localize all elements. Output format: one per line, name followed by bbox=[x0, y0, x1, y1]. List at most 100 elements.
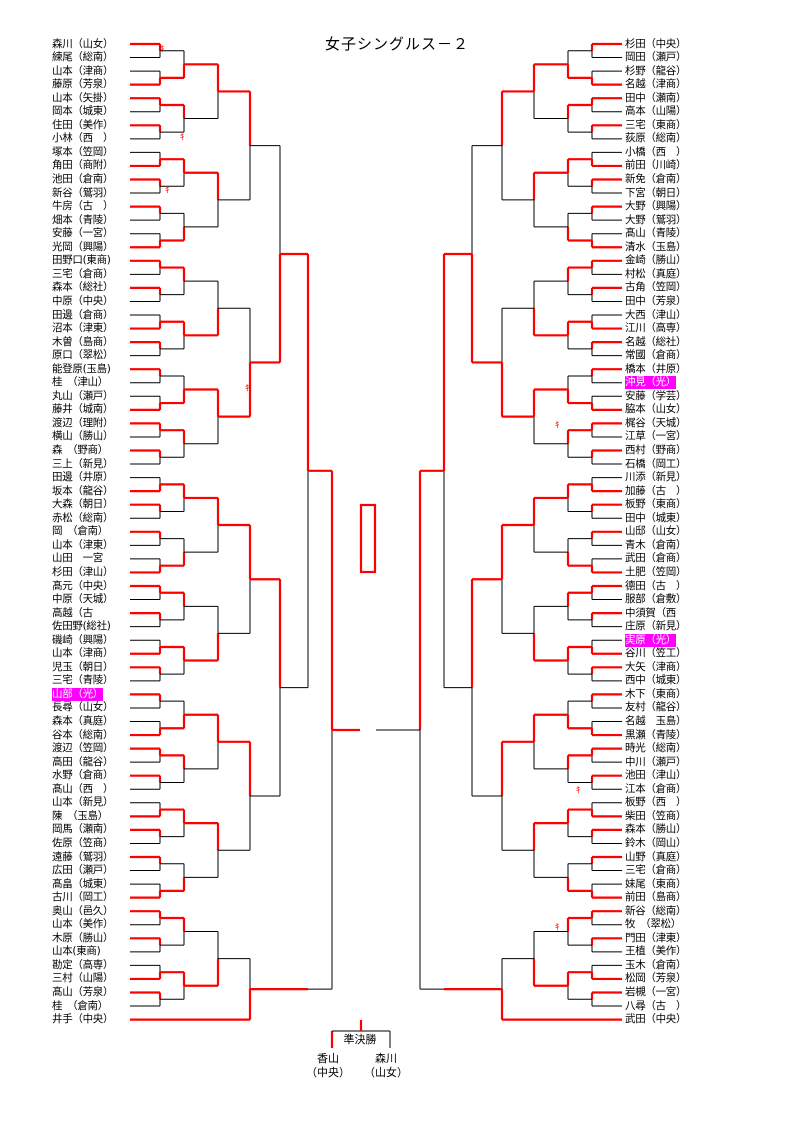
left-player-28: 藤井（城南） bbox=[52, 403, 114, 416]
right-player-30: 江草（一宮） bbox=[625, 430, 687, 443]
right-player-43: 中須賀（西 bbox=[625, 606, 676, 619]
left-player-46: 山本（津商） bbox=[52, 647, 114, 660]
right-player-52: 黒瀬（青陵） bbox=[625, 728, 687, 741]
right-player-11: 新免（倉南） bbox=[625, 173, 687, 185]
left-player-13: 牛房（古 ） bbox=[52, 200, 114, 213]
left-player-23: 木曽（島商） bbox=[52, 335, 114, 348]
page-title: 女子シングルス－２ bbox=[324, 35, 469, 53]
right-player-20: 田中（芳泉） bbox=[625, 294, 687, 307]
left-player-34: 坂本（龍谷） bbox=[52, 484, 114, 497]
right-player-16: 清水（玉島） bbox=[625, 240, 687, 253]
right-player-44: 庄原（新見） bbox=[625, 620, 687, 633]
right-player-19: 古角（笠岡） bbox=[625, 281, 687, 294]
right-player-68: 王植（美作） bbox=[625, 945, 687, 958]
right-player-59: 森本（勝山） bbox=[625, 823, 687, 836]
left-player-61: 遠藤（鷲羽） bbox=[52, 850, 114, 863]
left-player-57: 山本（新見） bbox=[52, 796, 114, 809]
right-player-60: 鈴木（岡山） bbox=[625, 836, 687, 849]
left-player-4: 藤原（芳泉） bbox=[52, 78, 114, 91]
left-player-73: 井手（中央） bbox=[52, 1013, 114, 1026]
left-player-62: 広田（瀬戸） bbox=[52, 864, 114, 877]
right-player-42: 服部（倉敷） bbox=[625, 593, 687, 606]
right-player-71: 岩槻（一宮） bbox=[625, 986, 687, 998]
right-player-51: 名越 玉島） bbox=[625, 715, 687, 727]
right-player-54: 中川（瀬戸） bbox=[625, 755, 687, 768]
left-player-44: 佐田野(総社) bbox=[52, 620, 111, 633]
left-player-67: 木原（勝山） bbox=[52, 931, 114, 944]
right-player-37: 山邸（山女） bbox=[625, 525, 687, 538]
left-player-24: 原口（翠松） bbox=[52, 349, 114, 362]
right-player-73: 武田（中央） bbox=[625, 1013, 687, 1026]
right-player-46: 谷川（笠工） bbox=[625, 647, 687, 660]
left-player-60: 佐原（笠商） bbox=[52, 836, 114, 849]
right-player-66: 牧 （翠松） bbox=[625, 918, 681, 931]
final-box bbox=[359, 503, 377, 574]
left-player-66: 山本（美作） bbox=[52, 918, 114, 931]
right-player-13: 大野（興陽） bbox=[625, 200, 687, 213]
left-player-64: 古川（岡工） bbox=[52, 891, 114, 904]
left-player-16: 光岡（興陽） bbox=[52, 240, 114, 253]
right-player-64: 前田（島商） bbox=[625, 891, 687, 904]
right-player-29: 梶谷（天城） bbox=[625, 416, 687, 429]
left-player-35: 大森（朝日） bbox=[52, 498, 114, 511]
left-player-15: 安藤（一宮） bbox=[52, 227, 114, 240]
right-player-53: 時光（総南） bbox=[625, 742, 687, 755]
left-player-45: 磯崎（興陽） bbox=[52, 633, 114, 646]
right-player-69: 玉木（倉南） bbox=[625, 958, 687, 971]
right-player-39: 武田（倉商） bbox=[625, 552, 687, 565]
left-player-47: 児玉（朝日） bbox=[52, 660, 114, 673]
right-player-8: 荻原（総南） bbox=[625, 132, 687, 145]
right-player-55: 池田（津山） bbox=[625, 769, 687, 782]
right-player-40: 土肥（笠岡） bbox=[625, 565, 687, 578]
left-player-27: 丸山（瀬戸） bbox=[52, 389, 114, 402]
right-player-28: 脇本（山女） bbox=[625, 403, 687, 416]
right-player-2: 岡田（瀬戸） bbox=[625, 51, 687, 64]
right-player-25: 橋本（井原） bbox=[625, 362, 687, 375]
right-player-62: 三宅（倉商） bbox=[625, 864, 687, 877]
right-player-9: 小橋（西 ） bbox=[625, 145, 687, 158]
right-player-48: 西中（城東） bbox=[625, 674, 687, 687]
right-player-24: 常國（倉商） bbox=[625, 349, 687, 362]
left-player-8: 小林（西 ） bbox=[52, 132, 114, 145]
left-player-33: 田邊（井原） bbox=[52, 471, 114, 484]
left-player-41: 髙元（中央） bbox=[52, 579, 114, 592]
left-player-69: 勘定（高専） bbox=[52, 958, 114, 971]
right-player-63: 妹尾（東商） bbox=[625, 877, 687, 890]
left-player-43: 高越（古 bbox=[52, 606, 93, 619]
right-player-57: 板野（西 ） bbox=[625, 796, 687, 809]
left-player-58: 陳 （玉島） bbox=[52, 809, 108, 822]
forfeit-mark: ｷ bbox=[576, 786, 581, 796]
left-player-1: 森川（山女） bbox=[52, 37, 114, 50]
finalist-right-school: （山女） bbox=[364, 1066, 408, 1079]
right-player-65: 新谷（総南） bbox=[625, 904, 687, 917]
right-player-61: 山野（真庭） bbox=[625, 850, 687, 863]
left-player-56: 髙山（西 ） bbox=[52, 782, 114, 795]
left-player-5: 山本（矢掛） bbox=[52, 91, 114, 104]
finalist-left-school: （中央） bbox=[306, 1066, 350, 1079]
right-player-23: 名越（総社） bbox=[625, 335, 687, 348]
left-player-26: 桂 （津山） bbox=[52, 376, 108, 389]
left-player-31: 森 （野商） bbox=[52, 444, 108, 456]
right-player-17: 金崎（勝山） bbox=[625, 254, 687, 267]
left-player-7: 住田（美作） bbox=[52, 118, 114, 131]
right-player-49: 木下（東商） bbox=[625, 687, 687, 700]
left-player-17: 田野口(東商) bbox=[52, 254, 111, 267]
semifinal-label: 準決勝 bbox=[343, 1033, 377, 1046]
finalist-left-name: 香山 bbox=[317, 1052, 339, 1065]
left-player-10: 角田（商附） bbox=[52, 159, 114, 172]
left-player-32: 三上（新見） bbox=[52, 457, 114, 470]
left-player-21: 田邊（倉商） bbox=[52, 308, 114, 321]
right-player-7: 三宅（東商） bbox=[625, 118, 687, 131]
right-player-31: 西村（野商） bbox=[625, 444, 687, 456]
right-player-18: 村松（真庭） bbox=[625, 267, 687, 280]
right-player-34: 加藤（古 ） bbox=[625, 484, 687, 497]
left-player-63: 髙畠（城東） bbox=[52, 877, 114, 890]
finalist-right-name: 森川 bbox=[375, 1052, 397, 1065]
left-player-6: 岡本（城東） bbox=[52, 105, 114, 118]
left-player-38: 山本（津東） bbox=[52, 538, 114, 551]
right-player-27: 安藤（学芸） bbox=[625, 389, 687, 402]
left-player-37: 岡 （倉南） bbox=[52, 525, 108, 538]
forfeit-mark: ｷ bbox=[180, 133, 185, 143]
